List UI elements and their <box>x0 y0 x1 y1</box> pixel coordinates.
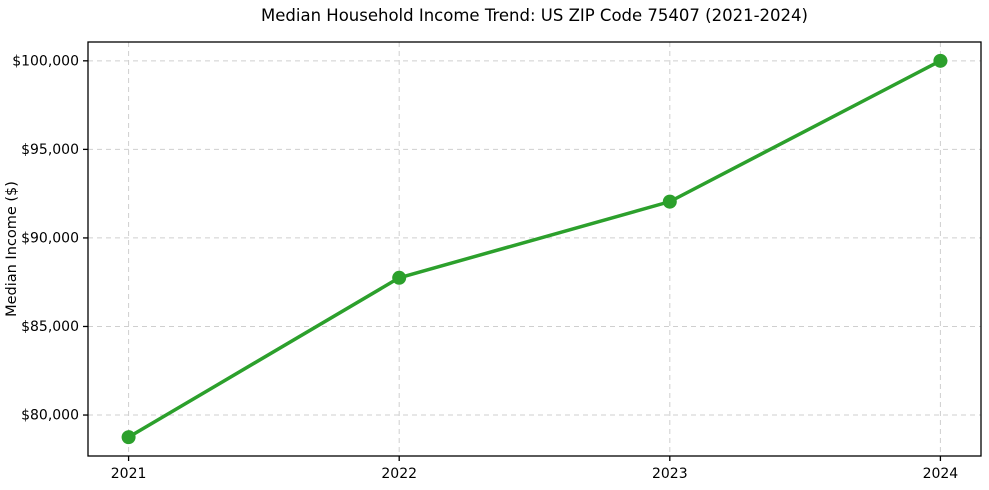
y-axis-label: Median Income ($) <box>4 181 20 317</box>
data-point-2023 <box>662 194 677 209</box>
trend-line <box>126 59 943 439</box>
data-point-2021 <box>121 430 136 445</box>
x-tick-label: 2024 <box>923 466 959 482</box>
y-tick-label: $90,000 <box>21 230 79 246</box>
x-tick-label: 2021 <box>111 466 147 482</box>
y-tick-label: $80,000 <box>21 408 79 424</box>
x-tick-label: 2023 <box>652 466 688 482</box>
y-tick-label: $100,000 <box>12 53 79 69</box>
series-layer <box>121 53 948 445</box>
y-tick-label: $95,000 <box>21 142 79 158</box>
x-tick-label: 2022 <box>381 466 417 482</box>
axes-layer: $80,000 $85,000 $90,000 $95,000 $100,000 2021… <box>12 41 982 482</box>
grid-layer <box>88 42 981 456</box>
data-point-2022 <box>392 270 407 285</box>
chart-title: Median Household Income Trend: US ZIP Co… <box>261 6 808 25</box>
data-point-2024 <box>933 53 948 68</box>
plot-border <box>87 41 982 457</box>
y-tick-label: $85,000 <box>21 319 79 335</box>
